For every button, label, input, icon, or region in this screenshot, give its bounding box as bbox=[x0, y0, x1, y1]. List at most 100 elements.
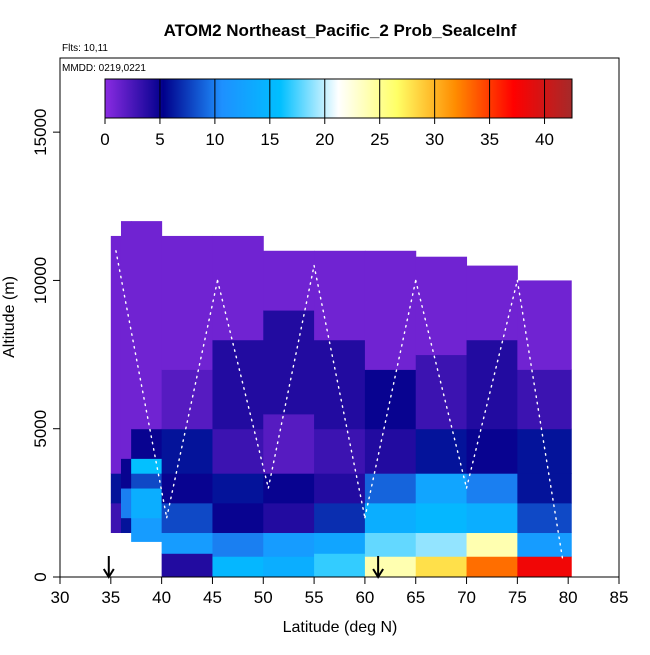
colorbar-bar bbox=[104, 78, 573, 119]
x-axis-label: Latitude (deg N) bbox=[283, 619, 398, 636]
heatmap-cell bbox=[517, 428, 572, 474]
heatmap-cell bbox=[415, 502, 468, 534]
flight-track-segment bbox=[115, 250, 168, 519]
x-tick-label: 60 bbox=[355, 588, 374, 607]
dates-annotation: MMDD: 0219,0221 bbox=[62, 63, 146, 74]
heatmap-cell bbox=[161, 553, 213, 578]
x-tick-label: 65 bbox=[406, 588, 425, 607]
flight-track-segment bbox=[364, 279, 417, 519]
heatmap-cell bbox=[161, 532, 213, 554]
heatmap-cell bbox=[415, 556, 468, 578]
heatmap-cell bbox=[517, 473, 572, 504]
flights-annotation: Flts: 10,11 bbox=[62, 43, 108, 54]
heatmap-cell bbox=[161, 369, 213, 430]
heatmap-cell bbox=[263, 413, 315, 474]
y-axis: 0 5000 10000 15000 bbox=[31, 109, 61, 582]
x-tick-label: 35 bbox=[101, 588, 120, 607]
heatmap-cell bbox=[466, 265, 518, 341]
y-tick-label: 0 bbox=[31, 572, 50, 581]
heatmap-cell bbox=[212, 235, 264, 341]
heatmap-cell bbox=[314, 250, 366, 341]
heatmap-cell bbox=[263, 502, 315, 534]
heatmap-cell bbox=[120, 488, 132, 519]
heatmap-cell bbox=[263, 473, 315, 504]
x-tick-label: 50 bbox=[254, 588, 273, 607]
heatmap-cell bbox=[415, 473, 468, 504]
x-tick-label: 40 bbox=[152, 588, 171, 607]
heatmap-cell bbox=[415, 256, 468, 356]
colorbar-tick-label: 35 bbox=[480, 130, 499, 149]
heatmap-cell bbox=[415, 428, 468, 474]
heatmap-cell bbox=[466, 502, 518, 534]
chart-title: ATOM2 Northeast_Pacific_2 Prob_SeaIceInf bbox=[164, 21, 517, 40]
x-tick-label: 70 bbox=[457, 588, 476, 607]
heatmap-cell bbox=[120, 517, 132, 534]
heatmap-cell bbox=[131, 488, 163, 519]
heatmap-cell bbox=[517, 502, 572, 534]
heatmap-cell bbox=[161, 502, 213, 534]
heatmap-cell bbox=[131, 221, 163, 430]
heatmap-cell bbox=[415, 532, 468, 557]
heatmap-cell bbox=[110, 235, 122, 474]
colorbar-tick-label: 5 bbox=[155, 130, 164, 149]
heatmap-cell bbox=[314, 502, 366, 534]
heatmap-cell bbox=[466, 428, 518, 474]
x-tick-label: 55 bbox=[305, 588, 324, 607]
heatmap-cell bbox=[131, 428, 163, 459]
x-tick-label: 45 bbox=[203, 588, 222, 607]
y-tick-label: 15000 bbox=[31, 109, 50, 156]
heatmap-cell bbox=[517, 369, 572, 430]
heatmap-cell bbox=[314, 428, 366, 474]
heatmap-cell bbox=[110, 473, 122, 504]
heatmap-cell bbox=[120, 458, 132, 489]
x-tick-label: 30 bbox=[51, 588, 70, 607]
heatmap-cell bbox=[314, 339, 366, 430]
heatmap-cells bbox=[110, 221, 572, 578]
flight-track-segment bbox=[267, 264, 315, 489]
x-tick-label: 75 bbox=[508, 588, 527, 607]
x-axis: 30 35 40 45 50 55 60 65 70 75 80 85 bbox=[51, 576, 628, 607]
colorbar-ticks: 0 5 10 15 20 25 30 35 40 bbox=[100, 79, 554, 149]
heatmap-cell bbox=[364, 473, 417, 504]
x-tick-label: 80 bbox=[559, 588, 578, 607]
heatmap-cell bbox=[364, 250, 417, 370]
heatmap-cell bbox=[314, 553, 366, 578]
heatmap-cell bbox=[212, 473, 264, 504]
heatmap-cell bbox=[212, 428, 264, 474]
y-axis-label: Altitude (m) bbox=[1, 276, 18, 358]
flight-track-segment bbox=[516, 279, 564, 563]
heatmap-cell bbox=[212, 339, 264, 430]
colorbar-tick-label: 30 bbox=[425, 130, 444, 149]
y-tick-label: 5000 bbox=[31, 410, 50, 448]
heatmap-cell bbox=[161, 473, 213, 504]
flight-track-segment bbox=[166, 279, 219, 519]
colorbar-tick-label: 40 bbox=[535, 130, 554, 149]
heatmap-cell bbox=[314, 473, 366, 504]
heatmap-cell bbox=[517, 556, 572, 578]
heatmap-cell bbox=[263, 532, 315, 557]
heatmap-cell bbox=[364, 532, 417, 557]
heatmap-cell bbox=[364, 369, 417, 430]
heatmap-cell bbox=[212, 532, 264, 557]
heatmap-cell bbox=[517, 532, 572, 557]
heatmap-cell bbox=[466, 339, 518, 430]
heatmap-cell bbox=[212, 502, 264, 534]
flight-track bbox=[115, 250, 564, 563]
y-tick-label: 10000 bbox=[31, 257, 50, 304]
heatmap-cell bbox=[263, 310, 315, 415]
heatmap-cell bbox=[364, 556, 417, 578]
heatmap-cell bbox=[131, 517, 163, 542]
heatmap-cell bbox=[364, 428, 417, 474]
heatmap-cell bbox=[161, 428, 213, 474]
heatmap-cell bbox=[110, 502, 122, 534]
heatmap-cell bbox=[263, 556, 315, 578]
heatmap-cell bbox=[466, 473, 518, 504]
heatmap-cell bbox=[466, 532, 518, 557]
heatmap-cell bbox=[466, 556, 518, 578]
colorbar-tick-label: 20 bbox=[315, 130, 334, 149]
colorbar-tick-label: 0 bbox=[100, 130, 109, 149]
heatmap-cell bbox=[131, 473, 163, 489]
heatmap-cell bbox=[161, 235, 213, 370]
colorbar-tick-label: 15 bbox=[260, 130, 279, 149]
